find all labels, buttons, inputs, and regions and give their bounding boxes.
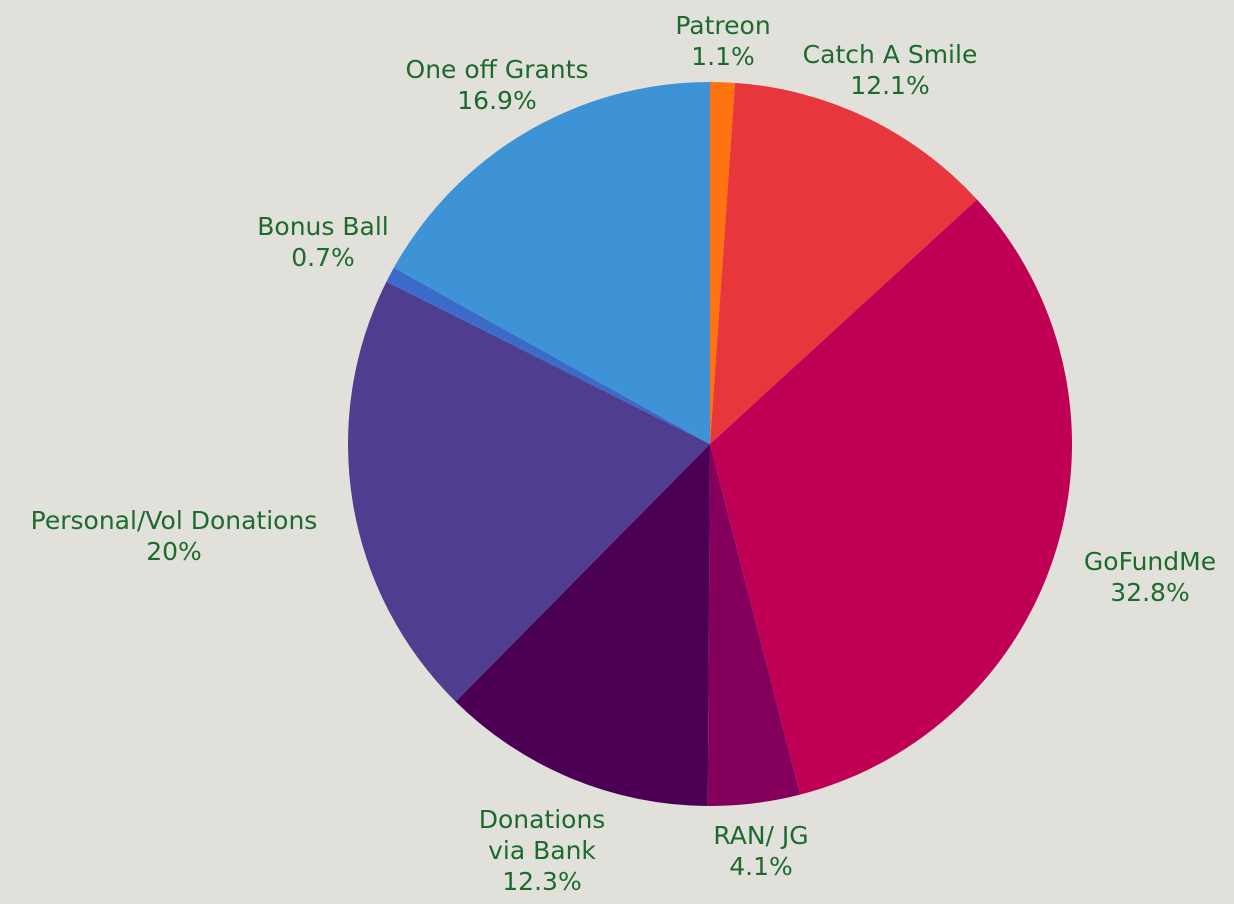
- slice-category-label: Personal/Vol Donations: [30, 506, 318, 535]
- pie-slice-patreon: [710, 81, 735, 444]
- slice-value-label: 12.1%: [850, 71, 930, 100]
- slice-category-label: Catch A Smile: [802, 40, 978, 69]
- slice-label: Catch A Smile 12.1%: [803, 39, 978, 101]
- slice-category-label: One off Grants: [405, 55, 589, 84]
- slice-label: Donations via Bank 12.3%: [479, 804, 606, 897]
- slice-value-label: 1.1%: [691, 42, 755, 71]
- slice-label: Personal/Vol Donations 20%: [31, 505, 318, 567]
- pie-slice-ran-jg: [707, 444, 801, 806]
- slice-label: Patreon 1.1%: [675, 10, 770, 72]
- slice-category-label: RAN/ JG: [713, 821, 809, 850]
- slice-label: Bonus Ball 0.7%: [257, 211, 388, 273]
- slice-category-label: Patreon: [675, 11, 771, 40]
- pie-slice-catch-a-smile: [710, 82, 977, 445]
- pie-slice-one-off-grants: [393, 82, 710, 444]
- slice-label: RAN/ JG 4.1%: [713, 820, 808, 882]
- slice-category-label: via Bank: [488, 836, 596, 865]
- slice-value-label: 4.1%: [729, 852, 793, 881]
- slice-value-label: 16.9%: [457, 86, 537, 115]
- slice-value-label: 0.7%: [291, 243, 355, 272]
- pie-slice-donations-via-bank: [455, 444, 710, 806]
- pie-slice-gofundme: [710, 199, 1073, 795]
- pie-slice-bonus-ball: [386, 267, 710, 444]
- slice-value-label: 20%: [146, 537, 202, 566]
- slice-value-label: 32.8%: [1110, 578, 1190, 607]
- slice-category-label: GoFundMe: [1083, 547, 1217, 576]
- slice-category-label: Donations: [478, 805, 606, 834]
- slice-value-label: 12.3%: [502, 867, 582, 896]
- pie-slice-personal-vol-donations: [348, 281, 710, 702]
- slice-label: One off Grants 16.9%: [406, 54, 589, 116]
- slice-label: GoFundMe 32.8%: [1084, 546, 1216, 608]
- slice-category-label: Bonus Ball: [257, 212, 389, 241]
